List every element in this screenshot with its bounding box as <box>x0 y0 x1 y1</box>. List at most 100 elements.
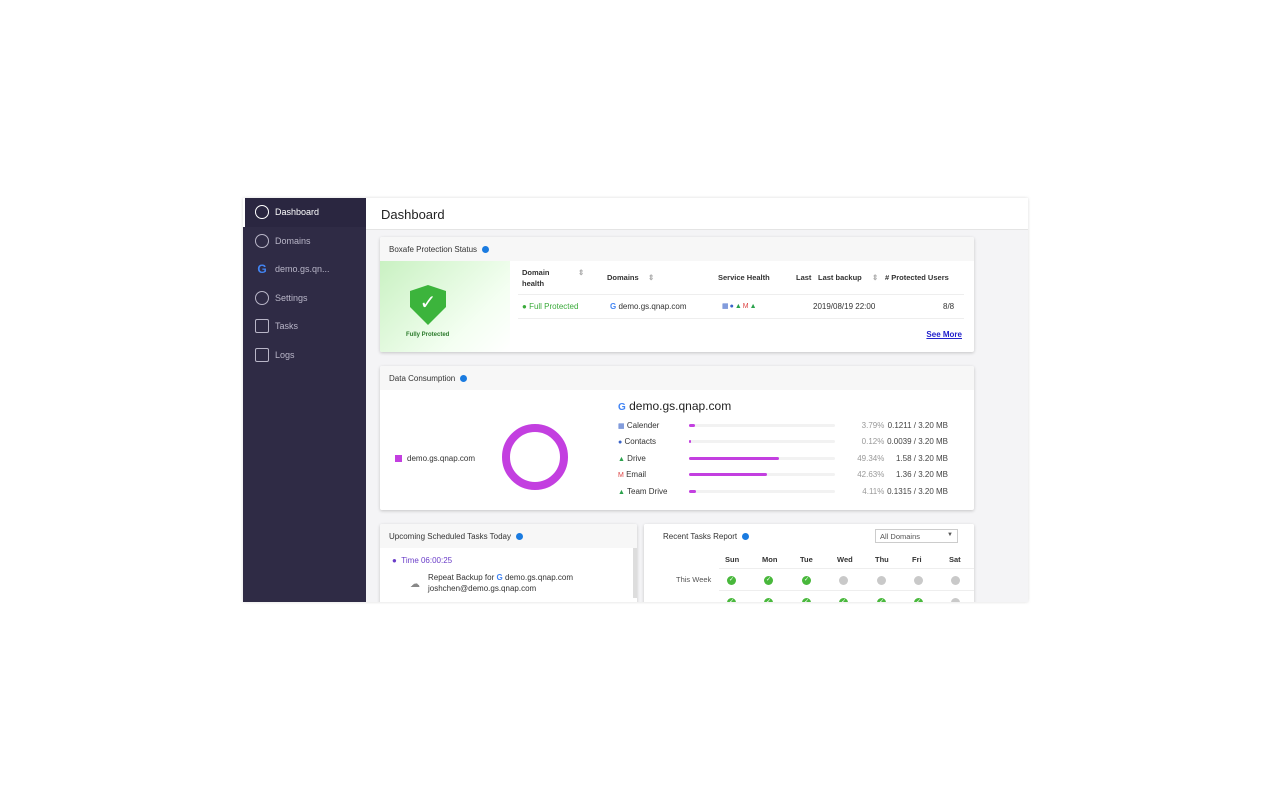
success-status-icon[interactable]: ✓ <box>764 598 773 602</box>
day-header: Thu <box>875 555 889 564</box>
sidebar-item-dashboard[interactable]: Dashboard <box>243 198 366 227</box>
usage-bar <box>688 489 836 493</box>
success-status-icon[interactable]: ✓ <box>877 598 886 602</box>
usage-percent: 0.12% <box>861 437 885 446</box>
sidebar-item-logs[interactable]: Logs <box>243 341 366 370</box>
usage-bar-fill <box>688 473 767 476</box>
service-name: ● Contacts <box>618 437 689 446</box>
week-label: This Week <box>676 575 712 584</box>
task-time: ● Time 06:00:25 <box>392 556 453 565</box>
service-label: Drive <box>627 453 646 463</box>
protection-graphic: ✓ Fully Protected <box>380 261 510 352</box>
google-icon: G <box>610 302 617 311</box>
calendar-icon: ▦ <box>722 303 730 310</box>
domain-cell[interactable]: G demo.gs.qnap.com <box>610 302 687 311</box>
success-status-icon[interactable]: ✓ <box>839 598 848 602</box>
sort-icon[interactable]: ⇕ <box>648 273 655 282</box>
sidebar-item-label: Settings <box>275 292 308 303</box>
card-title: Boxafe Protection Status <box>389 244 478 254</box>
day-header: Tue <box>800 555 813 564</box>
protected-users-value: 8/8 <box>943 302 955 311</box>
drive-icon: ▲ <box>618 455 625 463</box>
team-drive-icon: ▲ <box>749 303 758 310</box>
task-label: Repeat Backup for <box>428 573 495 582</box>
day-header: Sun <box>725 555 740 564</box>
legend-swatch <box>395 455 402 462</box>
card-title: Recent Tasks Report <box>663 531 738 541</box>
usage-percent: 4.11% <box>862 486 885 496</box>
no-task-status-icon[interactable] <box>839 576 848 585</box>
info-icon[interactable] <box>742 532 750 540</box>
service-name: M Email <box>618 470 689 479</box>
see-more-link[interactable]: See More <box>926 330 962 339</box>
column-header-domains[interactable]: Domains <box>607 273 639 282</box>
usage-bar-fill <box>688 440 692 443</box>
info-icon[interactable] <box>516 532 523 540</box>
no-task-status-icon[interactable] <box>914 576 923 585</box>
usage-bar <box>688 473 836 476</box>
usage-amount: 1.58 / 3.20 MB <box>895 453 949 463</box>
column-header-last-backup[interactable]: Last backup <box>818 273 862 282</box>
column-header-domain-health[interactable]: Domain health <box>522 268 550 288</box>
success-status-icon[interactable]: ✓ <box>914 598 923 602</box>
service-health-icons: ▦●▲M▲ <box>722 302 758 310</box>
service-name: ▲ Team Drive <box>618 487 689 496</box>
dashboard-icon <box>255 205 269 220</box>
service-name: ▲ Drive <box>618 454 689 463</box>
usage-amount: 0.0039 / 3.20 MB <box>887 437 949 446</box>
task-user: joshchen@demo.gs.qnap.com <box>428 584 537 593</box>
chart-legend[interactable]: demo.gs.qnap.com <box>395 454 475 463</box>
gmail-icon: M <box>618 472 624 479</box>
gmail-icon: M <box>742 303 750 310</box>
success-status-icon[interactable]: ✓ <box>802 598 811 602</box>
domain-filter-select[interactable]: All Domains ▼ <box>875 529 958 543</box>
data-consumption-card: Data Consumption demo.gs.qnap.com G demo… <box>380 366 974 510</box>
task-domain: demo.gs.qnap.com <box>504 573 574 582</box>
service-row: ● Contacts 0.12% 0.0039 / 3.20 MB <box>618 435 948 449</box>
drive-icon: ▲ <box>734 303 743 310</box>
service-row: ▲ Team Drive 4.11% 0.1315 / 3.20 MB <box>618 484 948 498</box>
no-task-status-icon[interactable] <box>877 576 886 585</box>
sidebar-item-label: Dashboard <box>275 207 320 218</box>
no-task-status-icon[interactable] <box>951 576 960 585</box>
chevron-down-icon: ▼ <box>947 532 953 538</box>
sidebar-item-domains[interactable]: Domains <box>243 227 366 256</box>
google-icon: G <box>257 262 267 277</box>
sort-icon[interactable]: ⇕ <box>578 268 585 277</box>
success-status-icon[interactable]: ✓ <box>727 576 736 585</box>
cloud-backup-icon: ☁ <box>410 579 420 590</box>
contacts-icon: ● <box>618 439 623 446</box>
service-row: ▲ Drive 49.34% 1.58 / 3.20 MB <box>618 451 948 465</box>
select-value: All Domains <box>880 532 921 541</box>
time-label: Time 06:00:25 <box>401 556 453 565</box>
day-header: Wed <box>837 555 853 564</box>
service-name: ▦ Calender <box>618 421 689 430</box>
info-icon[interactable] <box>482 245 490 253</box>
scrollbar[interactable] <box>633 548 637 598</box>
sidebar-item-label: Tasks <box>275 321 299 332</box>
sidebar-item-label: Domains <box>275 235 311 246</box>
domain-name: demo.gs.qnap.com <box>629 399 732 413</box>
usage-bar <box>688 423 836 427</box>
info-icon[interactable] <box>460 374 468 382</box>
success-status-icon[interactable]: ✓ <box>727 598 736 602</box>
domains-icon <box>255 233 269 248</box>
success-status-icon[interactable]: ✓ <box>764 576 773 585</box>
protection-badge: Fully Protected <box>406 332 450 338</box>
sort-icon[interactable]: ⇕ <box>872 273 879 282</box>
no-task-status-icon[interactable] <box>951 598 960 602</box>
service-row: M Email 42.63% 1.36 / 3.20 MB <box>618 468 948 482</box>
donut-chart <box>502 424 568 490</box>
team-drive-icon: ▲ <box>618 488 625 496</box>
recent-tasks-report-card: Recent Tasks Report All Domains ▼ Sun Mon T… <box>644 524 974 602</box>
sidebar-item-settings[interactable]: Settings <box>243 284 366 313</box>
health-label: Full Protected <box>529 302 579 311</box>
google-icon: G <box>496 573 503 582</box>
sidebar-item-tasks[interactable]: Tasks <box>243 312 366 341</box>
success-status-icon[interactable]: ✓ <box>802 576 811 585</box>
usage-bar-fill <box>688 423 696 427</box>
scheduled-tasks-card: Upcoming Scheduled Tasks Today ● Time 06… <box>380 524 637 602</box>
